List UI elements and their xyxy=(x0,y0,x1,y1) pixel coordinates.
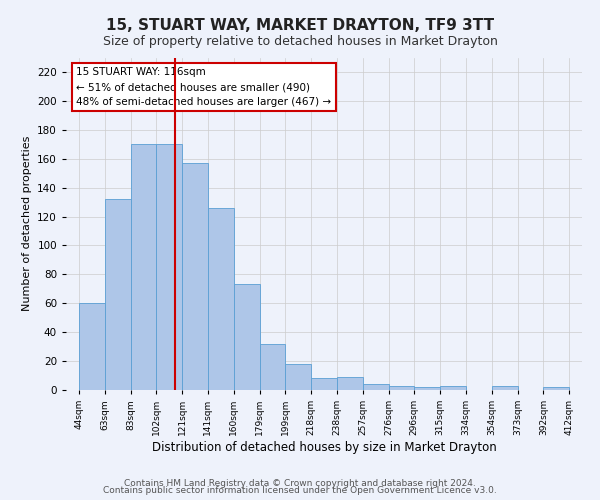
Bar xyxy=(131,144,156,390)
Text: Size of property relative to detached houses in Market Drayton: Size of property relative to detached ho… xyxy=(103,35,497,48)
Bar xyxy=(105,199,131,390)
Text: 15, STUART WAY, MARKET DRAYTON, TF9 3TT: 15, STUART WAY, MARKET DRAYTON, TF9 3TT xyxy=(106,18,494,32)
Bar xyxy=(363,384,389,390)
Bar xyxy=(234,284,260,390)
Bar xyxy=(79,304,105,390)
Bar xyxy=(286,364,311,390)
Bar xyxy=(492,386,517,390)
Bar xyxy=(260,344,286,390)
Text: Contains HM Land Registry data © Crown copyright and database right 2024.: Contains HM Land Registry data © Crown c… xyxy=(124,478,476,488)
Bar xyxy=(337,377,362,390)
Text: 15 STUART WAY: 116sqm
← 51% of detached houses are smaller (490)
48% of semi-det: 15 STUART WAY: 116sqm ← 51% of detached … xyxy=(76,68,331,107)
Bar xyxy=(544,387,569,390)
X-axis label: Distribution of detached houses by size in Market Drayton: Distribution of detached houses by size … xyxy=(152,441,496,454)
Bar xyxy=(415,387,440,390)
Bar xyxy=(311,378,337,390)
Bar xyxy=(208,208,234,390)
Bar xyxy=(156,144,182,390)
Text: Contains public sector information licensed under the Open Government Licence v3: Contains public sector information licen… xyxy=(103,486,497,495)
Y-axis label: Number of detached properties: Number of detached properties xyxy=(22,136,32,312)
Bar xyxy=(389,386,415,390)
Bar xyxy=(182,163,208,390)
Bar xyxy=(440,386,466,390)
